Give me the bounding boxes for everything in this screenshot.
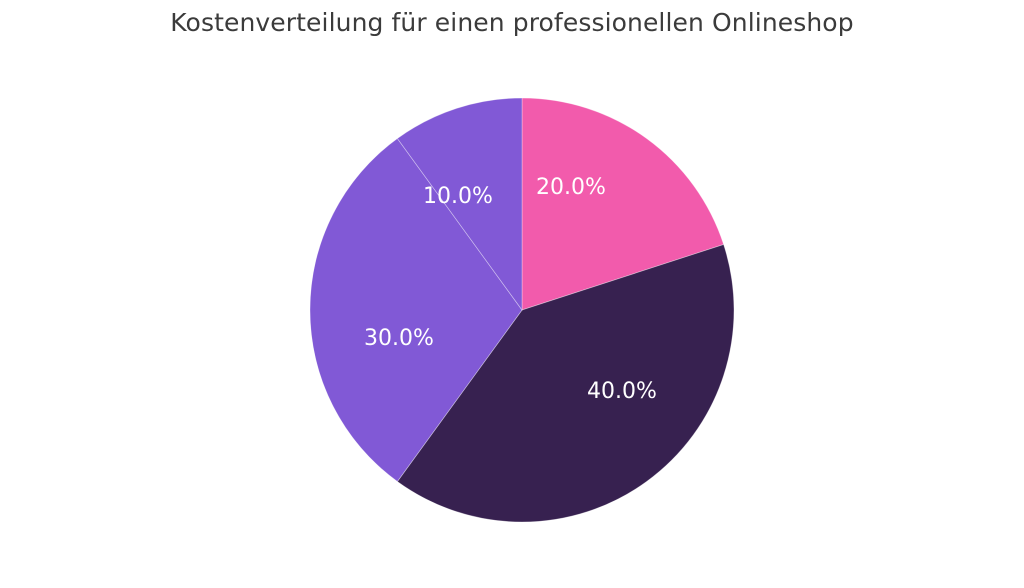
pie-slice-label: 10.0%	[423, 184, 493, 209]
pie-slice-label: 40.0%	[587, 379, 657, 404]
pie-labels-group: 20.0% 40.0% 30.0% 10.0%	[364, 175, 657, 404]
pie-slice-label: 30.0%	[364, 326, 434, 351]
pie-slice[interactable]	[309, 138, 523, 482]
pie-slice[interactable]	[521, 97, 725, 311]
pie-slice-label: 20.0%	[536, 175, 606, 200]
pie-slice[interactable]	[396, 244, 735, 523]
pie-slices-group	[309, 97, 735, 523]
pie-slice[interactable]	[396, 97, 523, 312]
page-title: Kostenverteilung für einen professionell…	[170, 8, 854, 37]
